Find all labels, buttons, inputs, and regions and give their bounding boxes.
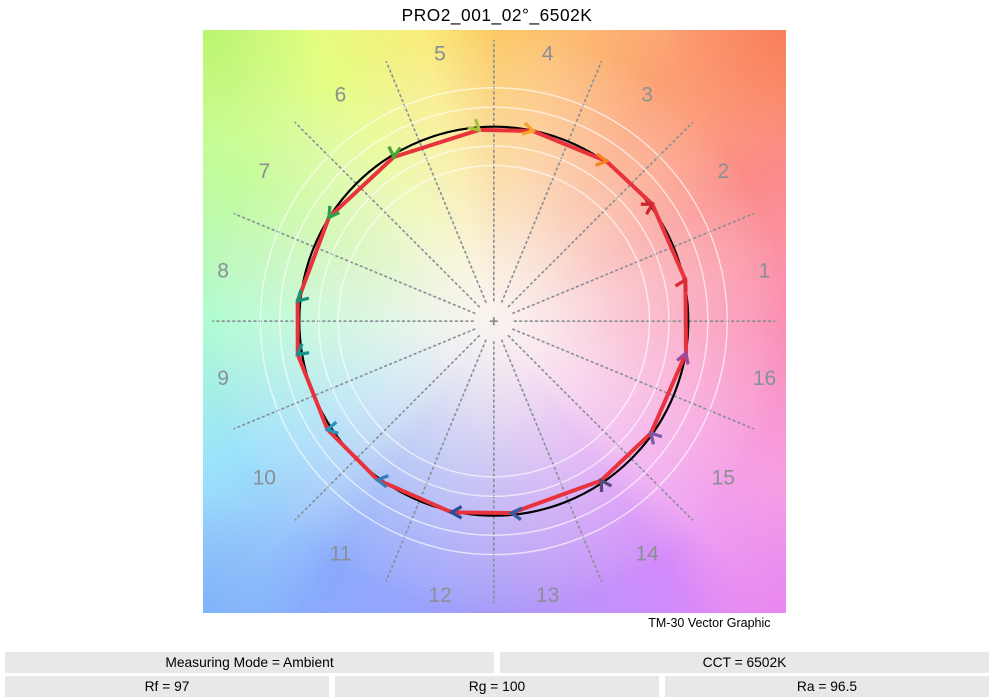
svg-text:1: 1 (759, 259, 771, 282)
svg-text:9: 9 (217, 367, 229, 390)
svg-text:3: 3 (641, 84, 653, 107)
svg-text:8: 8 (217, 259, 229, 282)
svg-text:4: 4 (542, 42, 554, 65)
svg-text:6: 6 (335, 84, 347, 107)
svg-text:12: 12 (428, 584, 451, 607)
svg-text:13: 13 (536, 584, 559, 607)
svg-text:11: 11 (330, 543, 352, 566)
svg-text:14: 14 (635, 543, 659, 566)
svg-text:2: 2 (717, 160, 729, 183)
svg-text:10: 10 (253, 466, 276, 489)
svg-text:5: 5 (434, 42, 446, 65)
svg-text:7: 7 (258, 160, 270, 183)
svg-text:16: 16 (753, 367, 776, 390)
svg-text:15: 15 (712, 466, 735, 489)
